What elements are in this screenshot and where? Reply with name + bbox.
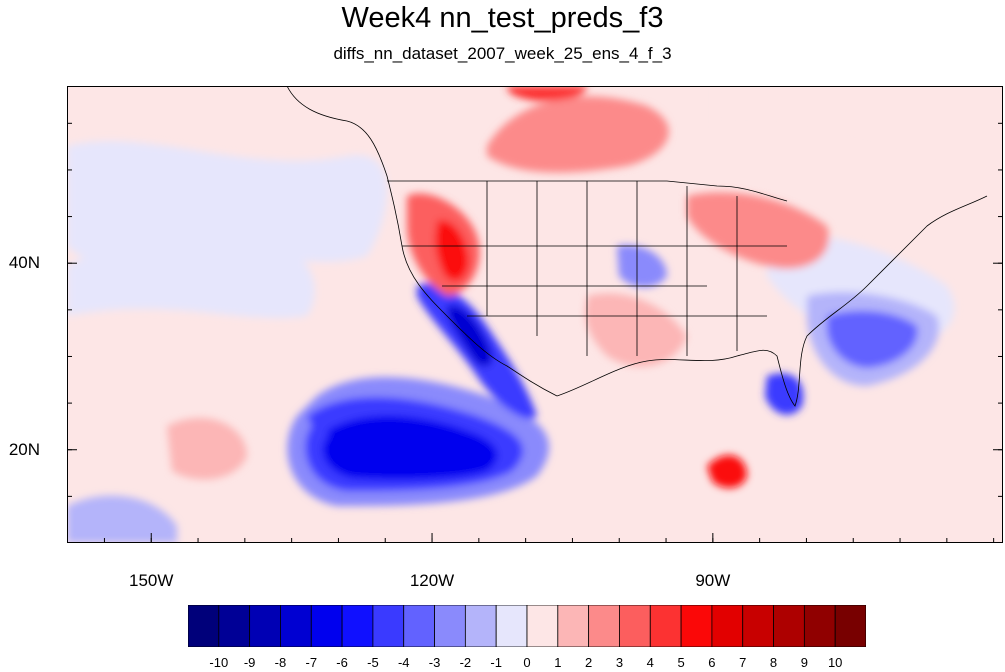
colorbar-swatch (372, 604, 405, 648)
colorbar-label: -1 (490, 655, 502, 670)
colorbar-label: 1 (554, 655, 562, 670)
lat-tick-label: 20N (8, 439, 40, 459)
lat-tick-label: 40N (8, 253, 40, 273)
colorbar-swatch (742, 604, 774, 648)
colorbar-label: -2 (459, 655, 472, 670)
colorbar-swatch (588, 604, 620, 648)
colorbar-swatch (280, 604, 312, 648)
colorbar-swatch (464, 604, 497, 648)
colorbar-label: 4 (646, 655, 654, 670)
colorbar-swatch (341, 604, 374, 648)
map-frame (67, 86, 1003, 543)
colorbar-label: -3 (428, 655, 441, 670)
colorbar-swatch (619, 604, 651, 648)
colorbar (187, 604, 867, 648)
colorbar-label: -5 (367, 655, 379, 670)
colorbar-swatch (834, 604, 867, 648)
colorbar-label: -4 (397, 655, 410, 670)
colorbar-label: 7 (739, 655, 747, 670)
colorbar-label: 3 (615, 655, 624, 670)
lon-tick-label: 150W (129, 571, 174, 590)
map-panel (67, 86, 1003, 543)
colorbar-swatch (773, 604, 805, 648)
colorbar-label: 2 (585, 655, 593, 670)
colorbar-label: 0 (523, 655, 531, 670)
colorbar-label: -8 (274, 655, 287, 670)
colorbar-label: 8 (769, 655, 778, 670)
map-title: Week4 nn_test_preds_f3 (341, 2, 664, 34)
colorbar-swatch (557, 604, 590, 648)
colorbar-label: -6 (336, 655, 348, 670)
colorbar-swatch (680, 604, 713, 648)
colorbar-swatch (310, 604, 343, 648)
colorbar-label: 10 (827, 655, 843, 670)
colorbar-swatch (403, 604, 435, 648)
colorbar-swatch (649, 604, 682, 648)
anomaly-map (67, 86, 1003, 543)
colorbar-swatch (711, 604, 744, 648)
colorbar-swatch (187, 604, 220, 648)
colorbar-swatches (187, 604, 867, 648)
lon-tick-label: 90W (695, 571, 731, 590)
map-ticks (67, 122, 1003, 543)
map-subtitle: diffs_nn_dataset_2007_week_25_ens_4_f_3 (333, 44, 672, 63)
colorbar-label: -9 (243, 655, 256, 670)
anomaly-fields (67, 86, 1003, 543)
colorbar-swatch (249, 604, 281, 648)
colorbar-label: 5 (677, 655, 685, 670)
colorbar-label: 6 (708, 655, 716, 670)
colorbar-swatch (803, 604, 836, 648)
colorbar-label: 9 (800, 655, 808, 670)
colorbar-swatch (434, 604, 466, 648)
colorbar-label: -7 (305, 655, 318, 670)
colorbar-swatch (526, 604, 559, 648)
coastlines-and-borders (286, 86, 988, 407)
colorbar-swatch (495, 604, 528, 648)
colorbar-label: -10 (209, 655, 229, 670)
colorbar-swatch (218, 604, 251, 648)
lon-tick-label: 120W (409, 571, 455, 590)
